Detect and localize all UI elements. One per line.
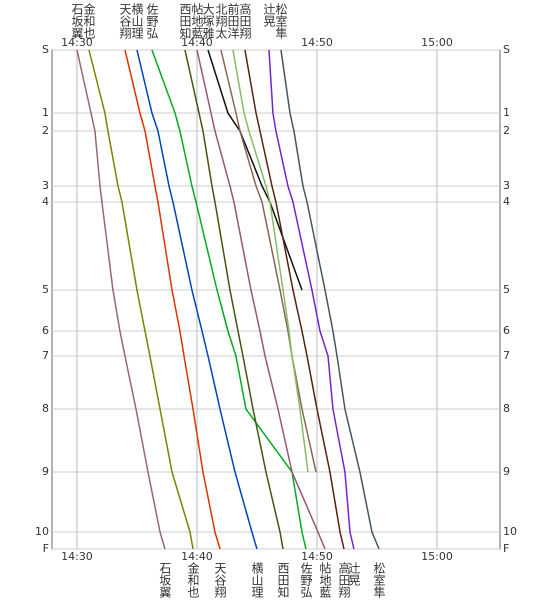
series-line [136,49,258,550]
y-tick-label: 5 [503,283,510,296]
y-tick-label: 8 [42,402,49,415]
runner-name: 松室隼 [372,562,386,598]
series-line [268,49,355,550]
runner-name: 辻晃 [262,3,276,27]
x-tick-label: 14:40 [181,36,213,49]
series-line [232,49,309,473]
runner-name: 辻晃 [347,562,361,586]
series-line [280,49,380,550]
series-line [124,49,221,550]
runner-name: 帖地藍 [190,2,204,39]
runner-name: 佐野弘 [145,3,159,39]
y-tick-label: 3 [503,179,510,192]
x-tick-label: 15:00 [421,36,453,49]
x-tick-label: 14:40 [181,550,213,563]
runner-name: 大塚雅 [201,3,215,39]
runner-name: 帖地藍 [318,561,332,598]
y-tick-label: 4 [503,195,510,208]
series-line [220,49,317,473]
x-tick-label: 14:30 [61,36,93,49]
y-tick-label: 9 [503,465,510,478]
x-tick-label: 14:50 [301,36,333,49]
series-line [196,49,326,550]
runner-name: 石坂翼 [70,3,84,39]
y-tick-label: 1 [42,106,49,119]
runner-name: 前田洋 [226,2,240,39]
plot-frame [51,49,501,550]
runner-name: 佐野弘 [299,562,313,598]
y-tick-label: 5 [42,283,49,296]
runner-name: 金和也 [186,561,200,598]
runner-name: 高田翔 [337,561,351,599]
runner-name: 横山理 [130,3,144,39]
y-tick-label: 8 [503,402,510,415]
y-tick-label: 7 [42,349,49,362]
runner-name: 西田知 [276,562,290,599]
runner-name: 高田翔 [238,2,252,40]
y-tick-label: S [503,43,510,56]
y-tick-label: 6 [42,324,49,337]
series-line [244,49,345,550]
y-tick-label: 10 [503,525,517,538]
runner-name: 天谷翔 [118,3,132,40]
y-tick-label: 2 [42,124,49,137]
series-line [151,49,307,550]
y-tick-label: 2 [503,124,510,137]
y-tick-label: F [503,542,509,555]
y-tick-label: 10 [35,525,49,538]
y-tick-label: 3 [42,179,49,192]
y-tick-label: 6 [503,324,510,337]
runner-name: 横山理 [250,562,264,598]
y-tick-label: 7 [503,349,510,362]
runner-name: 西田知 [178,3,192,40]
y-tick-label: 1 [503,106,510,119]
x-tick-label: 15:00 [421,550,453,563]
y-tick-label: F [43,542,49,555]
x-tick-label: 14:30 [61,550,93,563]
series-line [88,49,194,550]
series-line [184,49,284,550]
y-tick-label: 9 [42,465,49,478]
runner-name: 北翔太 [214,3,228,39]
x-tick-label: 14:50 [301,550,333,563]
series-line [76,49,166,550]
y-tick-label: S [42,43,49,56]
runner-name: 金和也 [82,2,96,39]
series-line [207,49,303,291]
runner-name: 石坂翼 [158,562,172,598]
y-tick-label: 4 [42,195,49,208]
runner-name: 天谷翔 [213,562,227,599]
runner-name: 松室隼 [274,3,288,39]
